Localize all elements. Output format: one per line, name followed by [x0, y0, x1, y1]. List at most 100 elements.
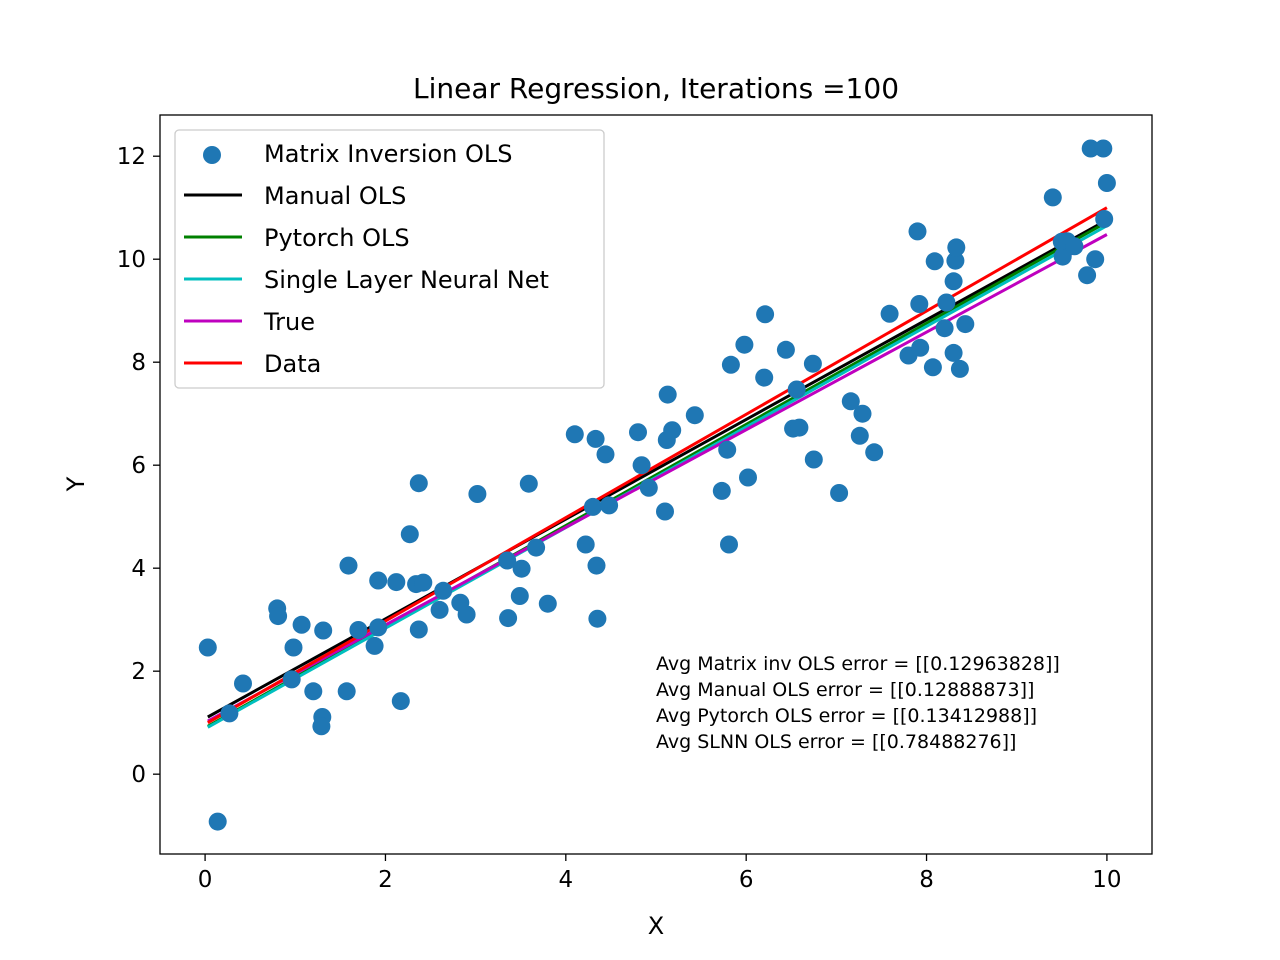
scatter-point	[583, 497, 602, 516]
scatter-point	[950, 359, 969, 378]
chart-title: Linear Regression, Iterations =100	[413, 72, 899, 105]
scatter-point	[865, 443, 884, 462]
scatter-point	[434, 581, 453, 600]
scatter-point	[755, 368, 774, 387]
scatter-point	[925, 252, 944, 271]
scatter-point	[656, 502, 674, 521]
plot-frame	[159, 114, 1153, 855]
legend-marker	[203, 146, 221, 164]
scatter-point	[234, 674, 252, 693]
scatter-point	[409, 474, 428, 493]
scatter-point	[658, 385, 677, 404]
legend-label: Manual OLS	[264, 182, 406, 210]
scatter-point	[587, 556, 606, 575]
x-tick-label: 2	[378, 867, 393, 893]
scatter-point	[830, 484, 849, 502]
scatter-point	[538, 594, 557, 613]
scatter-point	[850, 426, 869, 445]
scatter-point	[1043, 188, 1062, 207]
scatter-point	[304, 682, 323, 701]
scatter-point	[790, 418, 809, 437]
scatter-point	[739, 468, 757, 487]
plot-area	[198, 139, 1116, 831]
scatter-point	[841, 392, 860, 411]
y-tick-label: 6	[131, 453, 146, 479]
scatter-point	[208, 812, 227, 831]
legend-label: Data	[264, 350, 321, 378]
scatter-point	[685, 406, 704, 425]
scatter-point	[468, 485, 487, 503]
error-annotation: Avg Pytorch OLS error = [[0.13412988]]	[656, 705, 1037, 727]
scatter-point	[735, 335, 754, 354]
scatter-point	[1081, 139, 1100, 158]
x-tick-label: 4	[558, 867, 573, 893]
scatter-point	[269, 607, 288, 626]
legend: Matrix Inversion OLS Manual OLS Pytorch OL…	[174, 129, 605, 389]
scatter-point	[576, 535, 595, 554]
scatter-point	[632, 456, 651, 475]
scatter-point	[198, 638, 217, 657]
scatter-point	[337, 682, 356, 701]
scatter-point	[944, 272, 963, 291]
y-tick-label: 2	[131, 659, 146, 685]
scatter-point	[586, 429, 605, 448]
scatter-point	[284, 638, 303, 657]
scatter-point	[600, 496, 619, 515]
x-tick-label: 0	[198, 867, 213, 893]
scatter-point	[365, 636, 384, 655]
legend-box	[174, 129, 605, 389]
scatter-point	[1086, 250, 1105, 269]
scatter-point	[369, 571, 388, 590]
scatter-point	[457, 605, 476, 624]
scatter-point	[282, 670, 301, 689]
scatter-point	[787, 380, 806, 399]
scatter-point	[391, 692, 410, 711]
y-axis-label: Y	[62, 476, 90, 492]
legend-label: Single Layer Neural Net	[264, 266, 549, 294]
scatter-point	[946, 251, 965, 270]
error-annotation: Avg SLNN OLS error = [[0.78488276]]	[656, 731, 1016, 753]
scatter-point	[1053, 247, 1072, 266]
scatter-point	[1095, 210, 1114, 228]
legend-label: True	[263, 308, 315, 336]
scatter-point	[387, 573, 406, 592]
scatter-point	[910, 295, 929, 313]
scatter-point	[1097, 174, 1116, 192]
scatter-point	[349, 621, 368, 639]
scatter-point	[314, 621, 333, 640]
scatter-point	[512, 559, 531, 578]
scatter-point	[409, 620, 428, 639]
y-tick-label: 8	[131, 350, 146, 376]
scatter-point	[1065, 237, 1084, 256]
y-tick-label: 12	[117, 144, 146, 170]
x-tick-label: 10	[1092, 867, 1121, 893]
scatter-point	[720, 535, 738, 554]
scatter-point	[935, 319, 954, 338]
y-axis-ticks: 0 2 4 6 8 10 12	[117, 144, 160, 788]
scatter-point	[804, 450, 823, 469]
scatter-point	[292, 615, 311, 634]
legend-label: Pytorch OLS	[264, 224, 410, 252]
scatter-point	[718, 440, 737, 459]
scatter-point	[1078, 266, 1097, 285]
scatter-point	[944, 343, 963, 362]
scatter-point	[663, 421, 682, 440]
legend-label: Matrix Inversion OLS	[264, 140, 513, 168]
scatter-point	[430, 600, 449, 619]
scatter-point	[400, 525, 419, 544]
scatter-point	[510, 587, 529, 605]
scatter-point	[519, 474, 538, 493]
x-tick-label: 6	[739, 867, 754, 893]
scatter-point	[712, 481, 731, 500]
scatter-point	[499, 609, 518, 628]
scatter-point	[339, 556, 358, 575]
error-annotation: Avg Manual OLS error = [[0.12888873]]	[656, 679, 1034, 701]
scatter-point	[596, 445, 615, 464]
scatter-point	[803, 354, 822, 373]
scatter-point	[1094, 139, 1113, 158]
scatter-point	[588, 609, 607, 628]
scatter-point	[414, 573, 433, 592]
scatter-point	[880, 304, 899, 323]
scatter-point	[565, 425, 584, 444]
